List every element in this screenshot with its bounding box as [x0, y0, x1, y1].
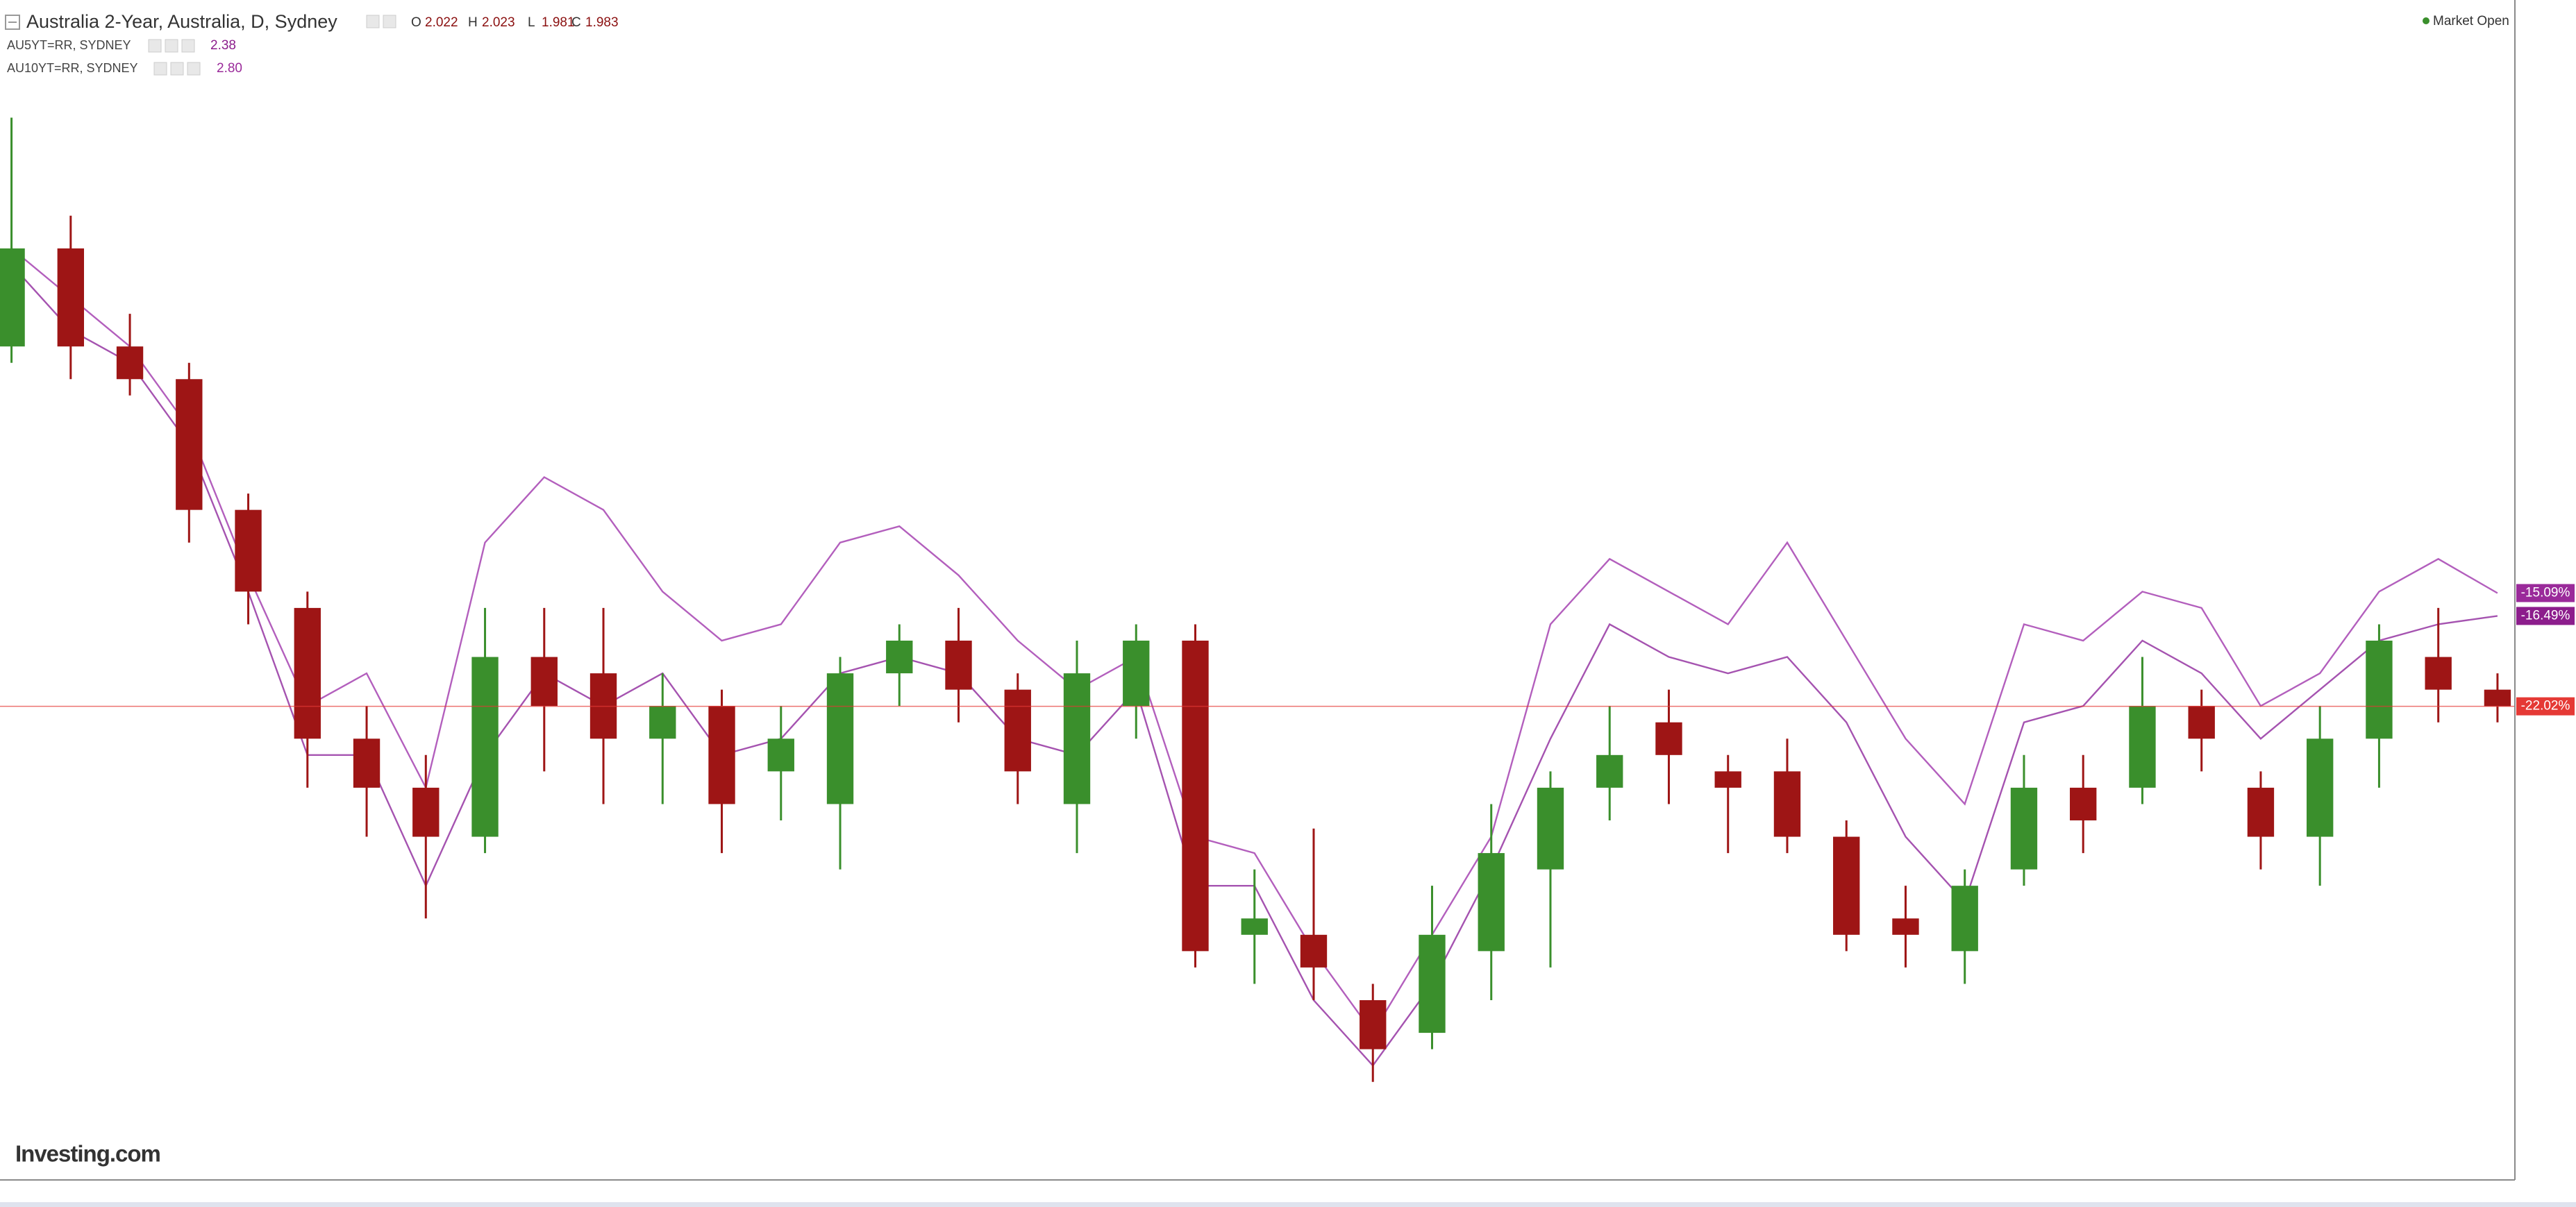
candle-body [2366, 640, 2393, 739]
series-price-tag-bg [2516, 607, 2575, 625]
readout-key: O [411, 15, 421, 30]
status-dot [2423, 17, 2429, 24]
candle-body [2070, 787, 2097, 820]
candle-body [1063, 673, 1091, 804]
candle-body [1951, 886, 1978, 952]
series-price-tag: -15.09% [2521, 585, 2570, 600]
candle-body [0, 248, 25, 347]
series-price-tag: -16.49% [2521, 608, 2570, 623]
legend-name: AU5YT=RR, SYDNEY [7, 38, 131, 52]
candle-body [176, 379, 203, 510]
candle-body [1596, 754, 1623, 788]
candle-body [649, 706, 676, 739]
legend-name: AU10YT=RR, SYDNEY [7, 61, 138, 75]
candle-body [1004, 689, 1031, 772]
candle-body [767, 738, 794, 772]
last-price-tag-bg [2516, 697, 2575, 716]
candle-body [2307, 738, 2334, 837]
readout-value: 1.981 [542, 15, 575, 30]
candle-body [945, 640, 972, 690]
legend-button[interactable] [165, 39, 178, 53]
candle-body [2425, 657, 2452, 690]
brand-logo: Investing.com [15, 1141, 160, 1167]
legend-button[interactable] [148, 39, 162, 53]
candle-body [1123, 640, 1150, 707]
candle-body [1419, 934, 1446, 1033]
candle-body [886, 640, 913, 674]
chart-title: Australia 2-Year, Australia, D, Sydney [26, 11, 337, 32]
candle-body [826, 673, 854, 804]
candle-body [1300, 934, 1328, 968]
legend-value: 2.38 [210, 38, 236, 53]
candle-body [1655, 722, 1682, 755]
candle-body [2484, 689, 2511, 707]
candle-body [1833, 836, 1860, 935]
candle-body [2188, 706, 2215, 739]
candle-body [530, 657, 558, 707]
candle-body [1773, 771, 1801, 837]
readout-key: H [468, 15, 478, 30]
legend-button[interactable] [153, 62, 167, 76]
candle-body [2129, 706, 2156, 788]
readout-key: L [528, 15, 535, 30]
candle-body [57, 248, 84, 347]
candle-body [1360, 999, 1387, 1049]
readout-value: 2.023 [482, 15, 515, 30]
legend-button[interactable] [170, 62, 184, 76]
market-status: Market Open [2433, 14, 2509, 28]
candle-body [353, 738, 380, 788]
last-price-tag: -22.02% [2521, 699, 2570, 714]
legend: AU5YT=RR, SYDNEY 2.38 AU10YT=RR, SYDNEY 2.8… [7, 38, 242, 76]
plot [0, 117, 2515, 1082]
bottom-strip [0, 1202, 2576, 1207]
series-price-tag-bg [2516, 584, 2575, 602]
legend-button[interactable] [383, 15, 396, 28]
candle-body [471, 657, 499, 837]
axes: -22.02% -16.49% -15.09% [2516, 584, 2575, 716]
candle-body [1892, 918, 1919, 935]
candle-body [1478, 853, 1505, 952]
candle-body [2247, 787, 2275, 837]
candle-body [1241, 918, 1268, 935]
candle-body [2010, 787, 2038, 870]
y-axis-panel [2515, 0, 2576, 1207]
candle-body [1537, 787, 1564, 870]
candle-body [1182, 640, 1209, 952]
readout-key: C [571, 15, 581, 30]
legend-value: 2.80 [217, 61, 242, 76]
readout-value: 2.022 [425, 15, 458, 30]
collapse-icon[interactable] [5, 15, 20, 30]
candle-body [116, 346, 144, 380]
legend-button[interactable] [366, 15, 380, 28]
readout-value: 1.983 [585, 15, 619, 30]
candle-body [294, 607, 321, 739]
candle-body [412, 787, 440, 837]
candle-body [1714, 771, 1741, 788]
candle-body [708, 706, 735, 804]
legend-button[interactable] [187, 62, 201, 76]
legend-button[interactable] [181, 39, 195, 53]
candle-body [235, 509, 262, 592]
